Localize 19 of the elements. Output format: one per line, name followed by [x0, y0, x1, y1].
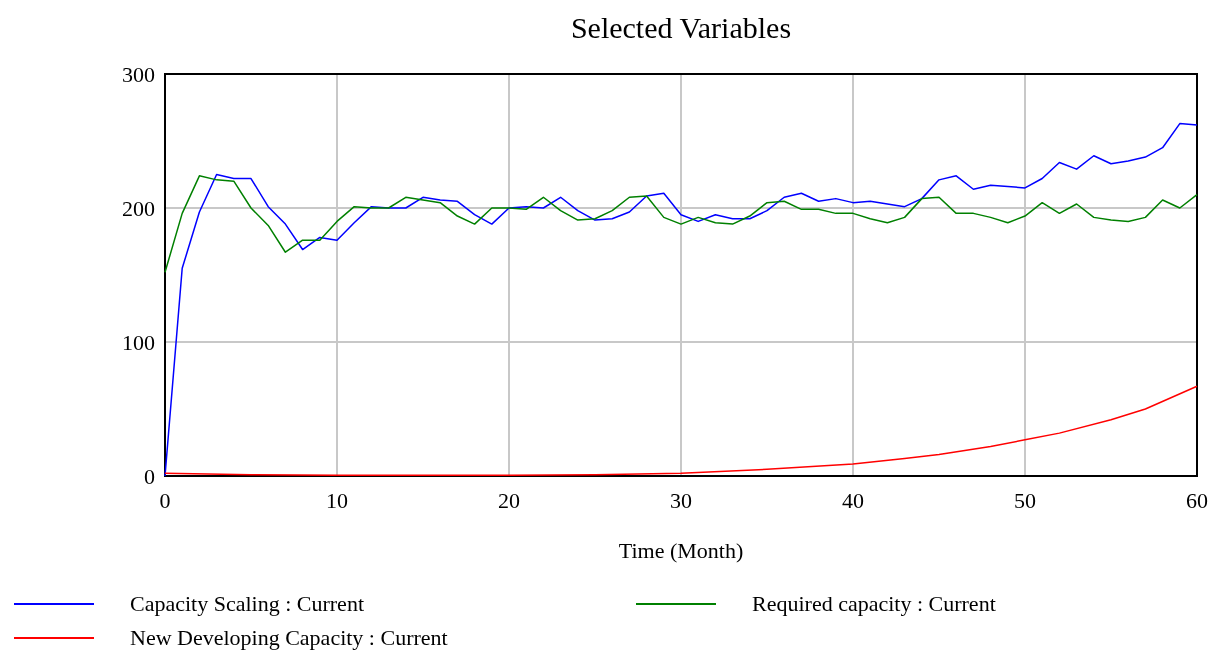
legend-label: Capacity Scaling : Current — [130, 591, 364, 616]
legend-label: Required capacity : Current — [752, 591, 996, 616]
line-series — [164, 122, 1198, 477]
y-tick-label: 100 — [122, 330, 155, 355]
x-tick-label: 20 — [498, 488, 520, 513]
x-tick-label: 60 — [1186, 488, 1208, 513]
x-tick-label: 50 — [1014, 488, 1036, 513]
y-tick-label: 0 — [144, 464, 155, 489]
legend-label: New Developing Capacity : Current — [130, 625, 448, 650]
line-series — [164, 385, 1198, 477]
chart-title: Selected Variables — [570, 11, 792, 44]
x-tick-label: 40 — [842, 488, 864, 513]
x-tick-label: 10 — [326, 488, 348, 513]
y-tick-label: 200 — [122, 196, 155, 221]
x-tick-label: 0 — [159, 488, 171, 513]
x-axis-title: Time (Month) — [618, 538, 744, 563]
y-tick-label: 300 — [122, 62, 155, 87]
line-series — [164, 175, 1198, 274]
x-tick-label: 30 — [670, 488, 692, 513]
